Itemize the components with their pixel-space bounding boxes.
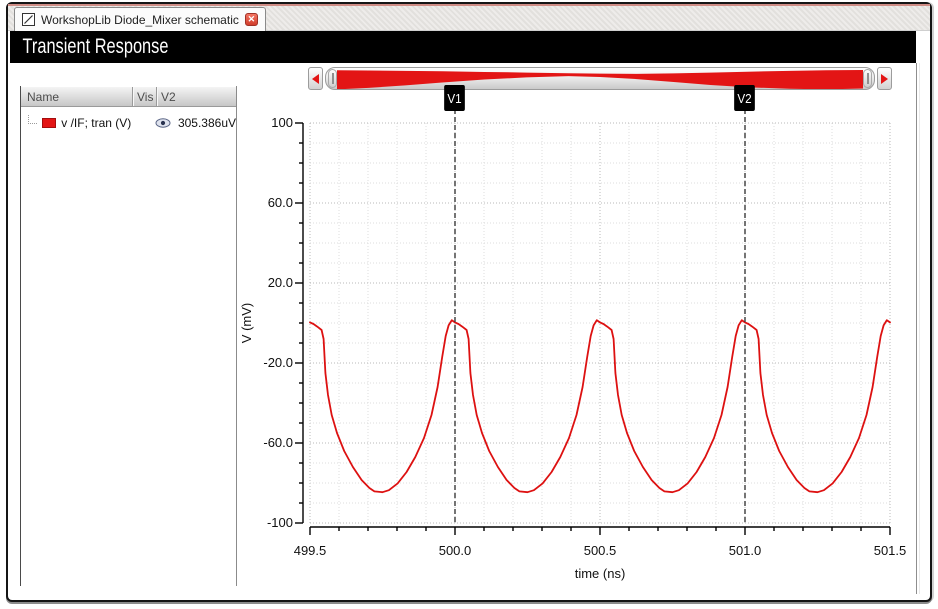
x-tick-label: 501.5 bbox=[874, 543, 907, 558]
content-area: Name Vis V2 v /IF; tran (V) 305.386uV bbox=[10, 63, 920, 594]
tab-label: WorkshopLib Diode_Mixer schematic bbox=[41, 12, 239, 27]
thumb-grip-right[interactable] bbox=[863, 69, 872, 88]
overview-waveform-envelope bbox=[337, 70, 863, 89]
waveform-trace bbox=[309, 319, 891, 494]
plot-region: V1 V2 100 60.0 20.0 -20.0 -60.0 -100 V (mV) 499… bbox=[237, 63, 918, 594]
y-tick-label: 60.0 bbox=[268, 195, 293, 210]
left-arrow-icon[interactable] bbox=[308, 67, 323, 90]
signal-row[interactable]: v /IF; tran (V) 305.386uV bbox=[21, 111, 236, 135]
x-axis-title: time (ns) bbox=[575, 566, 626, 581]
overview-envelope bbox=[337, 70, 863, 89]
y-tick-label: 100 bbox=[271, 115, 293, 130]
cursor-tag-v2[interactable]: V2 bbox=[734, 85, 755, 111]
trace-color-swatch bbox=[41, 118, 57, 128]
tab-transient-response[interactable]: WorkshopLib Diode_Mixer schematic ✕ bbox=[14, 7, 266, 31]
tab-bar: WorkshopLib Diode_Mixer schematic ✕ bbox=[8, 4, 930, 31]
close-icon[interactable]: ✕ bbox=[244, 13, 258, 26]
x-tick-label: 501.0 bbox=[729, 543, 762, 558]
cursor-tag-v1[interactable]: V1 bbox=[444, 85, 465, 111]
y-tick-label: -100 bbox=[267, 515, 293, 530]
cursor-v2-value: 305.386uV bbox=[177, 116, 236, 130]
column-header-vis[interactable]: Vis bbox=[132, 87, 156, 106]
column-header-name[interactable]: Name bbox=[27, 89, 60, 104]
x-tick-label: 500.0 bbox=[439, 543, 472, 558]
waveform-chart: 100 60.0 20.0 -20.0 -60.0 -100 V (mV) 499.5 500.… bbox=[239, 109, 907, 581]
x-tick-label: 500.5 bbox=[584, 543, 617, 558]
signal-panel: Name Vis V2 v /IF; tran (V) 305.386uV bbox=[20, 86, 237, 586]
x-tick-label: 499.5 bbox=[294, 543, 327, 558]
page-title: Transient Response bbox=[22, 35, 169, 58]
overview-thumb[interactable] bbox=[325, 67, 875, 90]
title-bar: Transient Response bbox=[10, 31, 916, 63]
signal-panel-header: Name Vis V2 bbox=[21, 86, 236, 107]
tree-elbow bbox=[28, 114, 37, 124]
y-tick-label: -60.0 bbox=[263, 435, 293, 450]
y-axis-title: V (mV) bbox=[239, 303, 254, 343]
eye-icon[interactable] bbox=[155, 117, 171, 129]
right-arrow-icon[interactable] bbox=[877, 67, 892, 90]
column-header-v2[interactable]: V2 bbox=[156, 87, 236, 106]
y-tick-label: 20.0 bbox=[268, 275, 293, 290]
window-icon bbox=[22, 13, 35, 26]
y-tick-label: -20.0 bbox=[263, 355, 293, 370]
window-frame: WorkshopLib Diode_Mixer schematic ✕ Tran… bbox=[6, 2, 932, 602]
overview-scrollbar bbox=[308, 67, 892, 90]
thumb-grip-left[interactable] bbox=[328, 69, 337, 88]
signal-name: v /IF; tran (V) bbox=[61, 116, 132, 130]
